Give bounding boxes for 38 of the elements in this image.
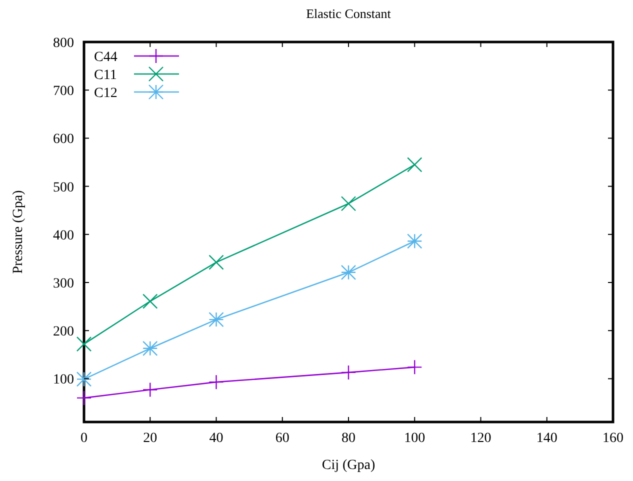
point bbox=[142, 382, 158, 398]
point bbox=[340, 364, 356, 380]
x-tick-label: 60 bbox=[275, 431, 290, 446]
point bbox=[208, 312, 224, 328]
point bbox=[407, 360, 422, 375]
y-tick-label: 800 bbox=[53, 36, 74, 51]
point bbox=[76, 336, 92, 352]
y-tick-label: 100 bbox=[53, 372, 74, 388]
legend-label: C11 bbox=[94, 68, 117, 83]
y-tick-label: 300 bbox=[53, 276, 74, 292]
x-tick-label: 140 bbox=[536, 431, 558, 446]
legend-label: C12 bbox=[94, 86, 118, 101]
point bbox=[340, 196, 356, 212]
point bbox=[340, 264, 356, 280]
x-tick-label: 100 bbox=[404, 431, 426, 446]
legend-label: C44 bbox=[94, 50, 118, 65]
x-tick-label: 0 bbox=[80, 431, 88, 446]
x-tick-label: 20 bbox=[143, 431, 158, 446]
x-tick-label: 160 bbox=[602, 431, 624, 446]
point bbox=[208, 254, 224, 270]
point bbox=[208, 374, 224, 390]
point bbox=[76, 390, 92, 406]
y-tick-label: 500 bbox=[53, 180, 74, 196]
point bbox=[407, 157, 422, 172]
x-axis-title: Cij (Gpa) bbox=[322, 458, 376, 473]
y-tick-label: 400 bbox=[53, 228, 74, 244]
y-axis-title: Pressure (Gpa) bbox=[11, 190, 26, 274]
x-tick-label: 120 bbox=[470, 431, 492, 446]
x-tick-label: 80 bbox=[342, 431, 356, 446]
y-tick-label: 700 bbox=[53, 84, 74, 100]
x-tick-label: 40 bbox=[209, 431, 224, 446]
chart-title: Elastic Constant bbox=[306, 6, 392, 21]
y-tick-label: 200 bbox=[53, 324, 74, 340]
point bbox=[142, 294, 158, 309]
point bbox=[407, 234, 422, 249]
y-tick-label: 600 bbox=[53, 132, 74, 148]
point bbox=[142, 340, 158, 356]
point bbox=[76, 372, 92, 387]
